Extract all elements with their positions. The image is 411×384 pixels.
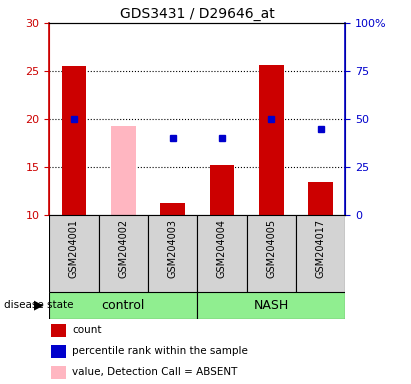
- Bar: [197, 215, 247, 292]
- Bar: [259, 65, 284, 215]
- Text: GSM204003: GSM204003: [168, 219, 178, 278]
- Bar: [308, 182, 333, 215]
- Bar: [160, 202, 185, 215]
- Text: GSM204001: GSM204001: [69, 219, 79, 278]
- Title: GDS3431 / D29646_at: GDS3431 / D29646_at: [120, 7, 275, 21]
- Text: control: control: [102, 299, 145, 312]
- Text: disease state: disease state: [4, 300, 74, 310]
- Bar: [49, 292, 197, 319]
- Text: percentile rank within the sample: percentile rank within the sample: [72, 346, 248, 356]
- Bar: [99, 215, 148, 292]
- Bar: [197, 292, 345, 319]
- Text: count: count: [72, 325, 102, 335]
- Text: GSM204005: GSM204005: [266, 219, 276, 278]
- Text: value, Detection Call = ABSENT: value, Detection Call = ABSENT: [72, 367, 237, 377]
- Bar: [62, 66, 86, 215]
- Bar: [296, 215, 345, 292]
- Bar: [49, 215, 99, 292]
- Bar: [148, 215, 197, 292]
- Text: GSM204002: GSM204002: [118, 219, 128, 278]
- Bar: [247, 215, 296, 292]
- Bar: [111, 126, 136, 215]
- Bar: [210, 165, 234, 215]
- Text: GSM204017: GSM204017: [316, 219, 326, 278]
- Text: NASH: NASH: [254, 299, 289, 312]
- Text: ▶: ▶: [34, 299, 44, 312]
- Text: GSM204004: GSM204004: [217, 219, 227, 278]
